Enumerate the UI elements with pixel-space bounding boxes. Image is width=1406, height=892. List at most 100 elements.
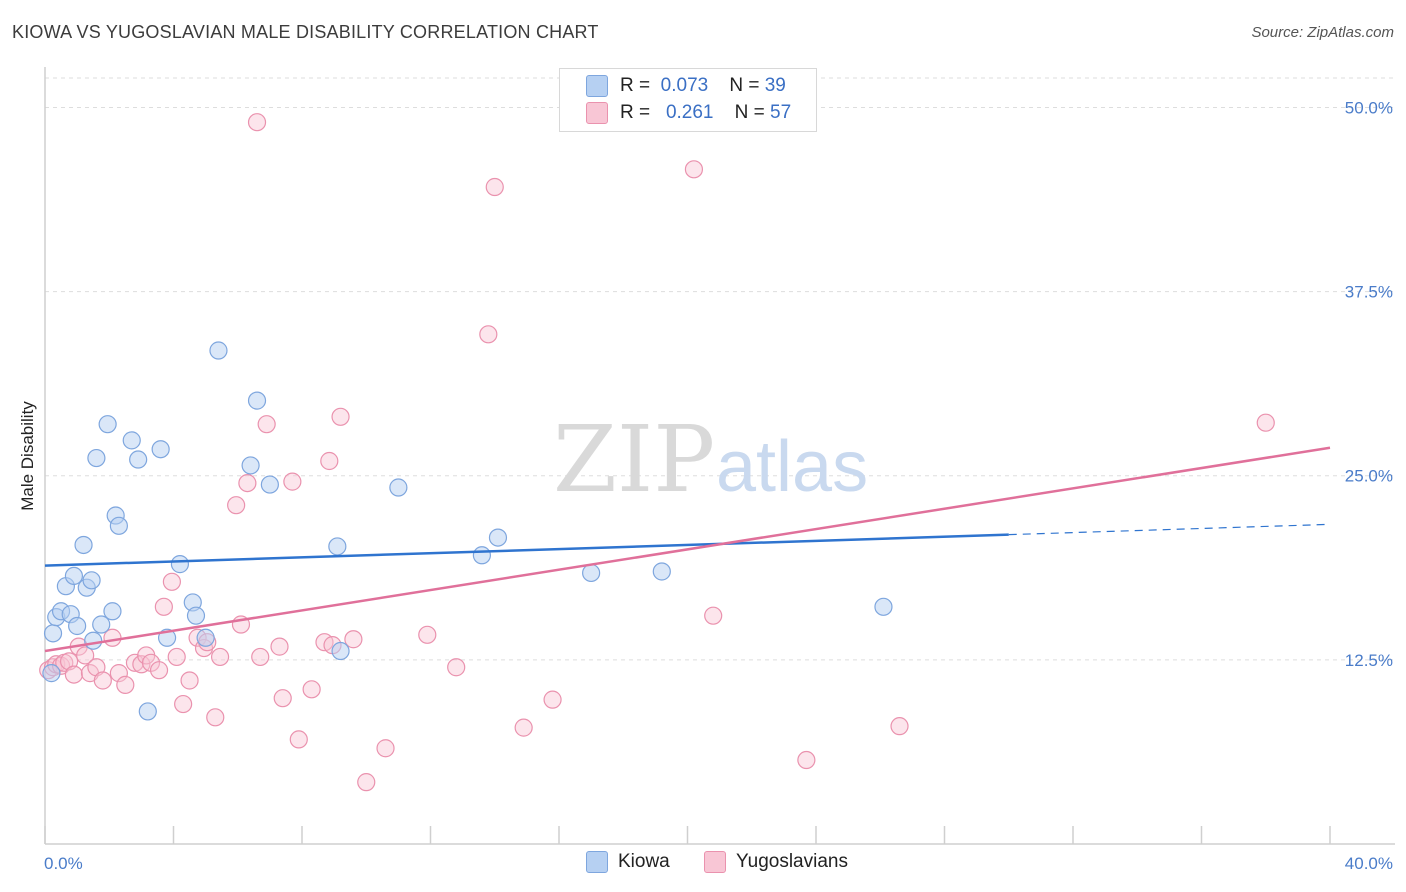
kiowa-legend-label: Kiowa [618, 851, 670, 872]
kiowa-trend-extension [1008, 523, 1331, 536]
yugoslavians-point [125, 653, 145, 672]
yugoslavians-point [485, 177, 504, 197]
yugoslavians-point [479, 325, 498, 344]
yugoslavians-point [109, 664, 128, 683]
kiowa-point [389, 478, 408, 497]
yugoslavians-point [514, 718, 533, 737]
yugoslavians-point [331, 407, 350, 426]
legend-n-value: 39 [764, 75, 786, 96]
kiowa-point [652, 562, 671, 581]
yugoslavians-point [162, 572, 181, 591]
kiowa-point [87, 448, 106, 468]
kiowa-legend-swatch [586, 851, 608, 873]
y-tick-label: 25.0% [1345, 467, 1393, 486]
kiowa-point [109, 516, 128, 535]
legend-row-kiowa: R = 0.073 N = 39 [586, 73, 786, 99]
yugoslavians-point [167, 647, 186, 667]
grid-lines [45, 77, 1395, 661]
kiowa-point [68, 616, 87, 636]
yugoslavians-point [257, 415, 276, 434]
legend-n-label: N = [729, 75, 760, 96]
legend-r-label: R = [620, 102, 651, 123]
chart-title: KIOWA VS YUGOSLAVIAN MALE DISABILITY COR… [12, 22, 599, 42]
watermark: ZIP atlas [553, 406, 868, 513]
kiowa-point [82, 571, 101, 590]
yugoslavians-point [447, 658, 466, 677]
kiowa-point [129, 450, 148, 469]
x-tick-label: 40.0% [1345, 854, 1393, 873]
kiowa-trend-line [44, 533, 1009, 567]
kiowa-point [247, 391, 267, 410]
kiowa-point [209, 341, 228, 360]
kiowa-point [64, 566, 84, 586]
yugoslavians-point [93, 671, 112, 690]
kiowa-point [196, 628, 215, 647]
yugoslavians-point [206, 708, 225, 727]
kiowa-point [331, 641, 350, 661]
kiowa-point [84, 631, 103, 650]
yugoslavians-point [180, 671, 199, 690]
yugoslavians-point [251, 647, 270, 667]
kiowa-point [122, 431, 141, 450]
tick-labels: 12.5% 25.0% 37.5% 50.0% 0.0% 40.0% [44, 98, 1393, 873]
yugoslavians-point [210, 647, 230, 667]
yugoslavians-point [543, 690, 562, 709]
kiowa-point [43, 624, 63, 643]
kiowa-point [328, 537, 347, 556]
kiowa-point [92, 615, 111, 634]
yugoslavians-point [174, 694, 193, 714]
y-tick-label: 37.5% [1345, 283, 1393, 302]
y-tick-label: 12.5% [1345, 651, 1393, 670]
legend-r-value: 0.073 [660, 75, 709, 96]
trend-lines [44, 446, 1331, 653]
yugoslavians-point [247, 113, 267, 132]
legend-n-value: 57 [770, 102, 792, 123]
yugoslavians-point [344, 630, 363, 649]
yugoslavians-point [132, 655, 151, 674]
yugoslavians-point [238, 473, 257, 493]
yugoslavians-point [149, 661, 169, 680]
legend-n-label: N = [734, 102, 765, 123]
watermark-atlas: atlas [716, 427, 868, 507]
watermark-zip: ZIP [553, 406, 715, 513]
yugoslavians-point [227, 496, 246, 515]
yugoslavians-point [320, 451, 339, 471]
yugoslavians-point [684, 160, 704, 179]
kiowa-point [170, 555, 190, 574]
yugoslavians-point [270, 637, 289, 656]
yugoslavians-point [797, 750, 816, 770]
kiowa-points [42, 341, 893, 721]
yugoslavians-legend-label: Yugoslavians [736, 851, 848, 872]
kiowa-point [874, 597, 893, 616]
kiowa-point [241, 456, 260, 475]
kiowa-point [42, 664, 61, 683]
kiowa-point [138, 702, 157, 721]
bottom-legend-yugoslavians: Yugoslavians [704, 851, 848, 873]
legend-r-value: 0.261 [665, 102, 714, 123]
yugoslavians-point [357, 773, 376, 792]
yugoslavians-swatch [586, 102, 608, 124]
bottom-legend-kiowa: Kiowa [586, 851, 670, 873]
yugoslavians-point [1256, 413, 1275, 432]
kiowa-swatch [586, 75, 608, 97]
stats-legend: R = 0.073 N = 39 R = 0.261 N = 57 [559, 68, 817, 132]
yugoslavians-point [116, 675, 135, 695]
kiowa-point [488, 528, 508, 547]
yugoslavians-point [418, 625, 437, 644]
x-tick-label: 0.0% [44, 854, 83, 873]
kiowa-point [186, 606, 206, 625]
yugoslavians-point [890, 717, 909, 736]
kiowa-point [260, 475, 279, 494]
source-label: Source: ZipAtlas.com [1251, 24, 1394, 41]
yugoslavians-point [273, 689, 292, 708]
yugoslavians-point [289, 730, 308, 749]
axes [44, 67, 1395, 845]
kiowa-point [151, 440, 170, 459]
yugoslavians-point [64, 665, 84, 684]
yugoslavians-point [283, 472, 302, 491]
legend-r-label: R = [620, 75, 651, 96]
yugoslavians-point [302, 680, 321, 699]
yugoslavians-trend-line [44, 446, 1331, 653]
legend-row-yugoslavians: R = 0.261 N = 57 [586, 100, 791, 126]
kiowa-point [103, 602, 122, 621]
